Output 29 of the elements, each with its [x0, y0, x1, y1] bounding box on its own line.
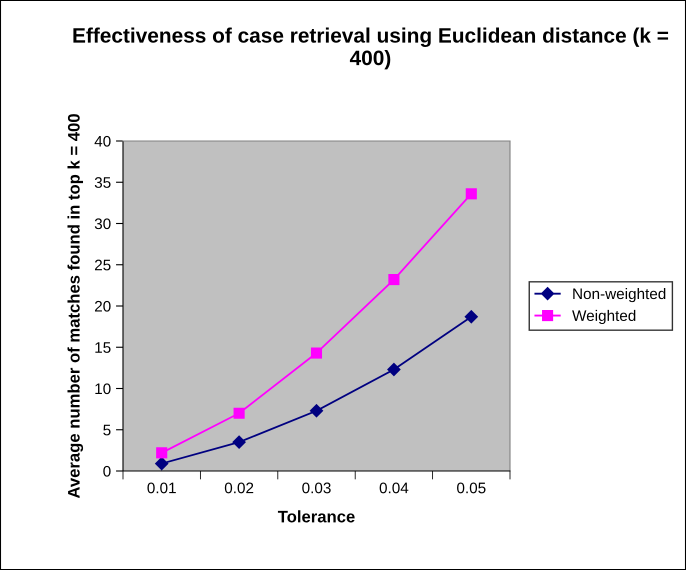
point — [388, 274, 400, 286]
legend-label: Weighted — [572, 310, 636, 324]
y-tick-label: 10 — [95, 383, 111, 394]
point — [310, 404, 324, 418]
y-tick-label: 30 — [94, 218, 111, 230]
chart-title: Effectiveness of case retrieval using Euclidean distance (k = 400) — [73, 27, 668, 70]
point — [156, 447, 168, 458]
x-tick-label: 0.01 — [147, 482, 176, 494]
y-tick-label: 5 — [103, 424, 111, 436]
legend-label: Non-weighted — [573, 288, 666, 302]
x-tick-label: 0.03 — [302, 482, 331, 494]
y-tick-label: 20 — [94, 300, 111, 312]
y-tick-label: 35 — [94, 177, 111, 188]
y-tick-label: 40 — [94, 136, 111, 147]
y-tick-label: 0 — [103, 466, 111, 477]
x-tick-label: 0.05 — [457, 482, 486, 494]
y-tick-label: 25 — [94, 260, 111, 270]
x-tick-label: 0.04 — [380, 482, 408, 494]
point — [232, 436, 246, 449]
x-tick-label: 0.02 — [224, 482, 254, 494]
point — [466, 188, 477, 200]
point — [234, 408, 245, 419]
x-axis-title: Tolerance — [278, 510, 355, 522]
point — [387, 362, 400, 376]
y-tick-label: 15 — [95, 342, 111, 353]
y-axis-title: Average number of matches found in top k = 400 — [67, 114, 84, 498]
point — [155, 456, 168, 470]
point — [310, 347, 322, 359]
point — [464, 310, 478, 324]
